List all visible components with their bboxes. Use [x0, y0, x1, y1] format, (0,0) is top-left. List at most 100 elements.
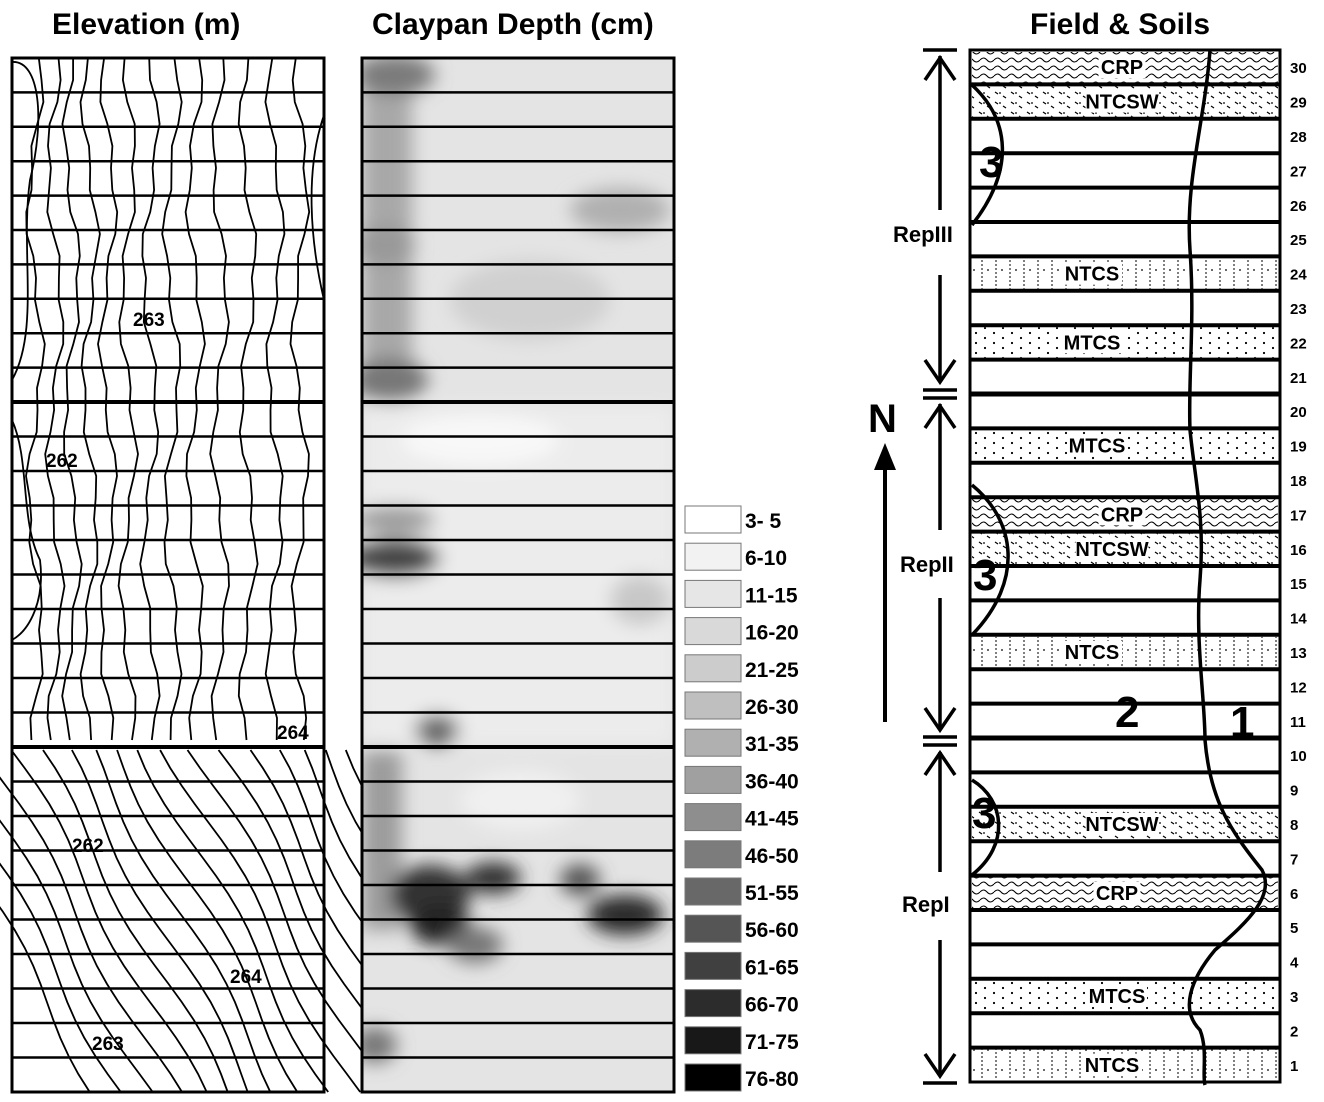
elevation-contour-line — [71, 749, 249, 1093]
treatment-pattern — [972, 258, 1278, 289]
soil-unit-label: 3 — [979, 138, 1003, 187]
legend-swatch — [684, 840, 742, 869]
contour-label: 263 — [133, 310, 165, 331]
legend-label: 21-25 — [745, 659, 799, 682]
legend-label: 36-40 — [745, 770, 799, 793]
treatment-label-bg — [1062, 331, 1122, 354]
plot-number: 29 — [1290, 95, 1307, 112]
elevation-contour-line — [136, 749, 329, 1093]
elevation-contour-line — [161, 57, 183, 741]
legend-swatch — [684, 951, 742, 980]
claypan-map — [360, 56, 676, 1094]
rep-arrow-head — [923, 359, 957, 386]
treatment-label: CRP — [1096, 883, 1138, 905]
soil-boundary-line — [970, 83, 1005, 227]
treatment-label: MTCS — [1064, 332, 1121, 354]
plot-number: 21 — [1290, 370, 1307, 387]
plot-number: 12 — [1290, 679, 1307, 696]
field-soils-map: 3029282726252423222120191817161514131211… — [868, 48, 1307, 1086]
contour-label: 262 — [72, 836, 104, 857]
legend-label: 71-75 — [745, 1031, 799, 1054]
field-frame — [968, 48, 1282, 1084]
plot-number: 4 — [1290, 955, 1299, 972]
plot-number: 19 — [1290, 439, 1307, 456]
legend-swatch — [684, 579, 742, 608]
treatment-label-bg — [1087, 985, 1147, 1007]
north-arrow-head — [874, 443, 896, 470]
plot-number: 14 — [1290, 611, 1307, 628]
plot-number: 6 — [1290, 886, 1298, 903]
elevation-contour-line — [61, 57, 83, 741]
plot-number: 9 — [1290, 783, 1298, 800]
north-label: N — [868, 397, 897, 441]
legend-label: 41-45 — [745, 808, 799, 831]
elevation-contour-line — [10, 749, 208, 1093]
rep-arrow-head — [923, 707, 957, 734]
elevation-contour-line — [186, 749, 391, 1093]
treatment-label: CRP — [1101, 57, 1143, 79]
elevation-contour-line — [11, 61, 40, 381]
legend-label: 6-10 — [745, 547, 787, 570]
treatment-label-bg — [1062, 262, 1122, 285]
legend-swatch — [684, 654, 742, 683]
treatment-label: NTCS — [1085, 1055, 1139, 1077]
treatment-label: CRP — [1101, 504, 1143, 526]
plot-number: 16 — [1290, 542, 1307, 559]
soil-unit-label: 2 — [1115, 688, 1139, 737]
rep-label: RepI — [902, 892, 950, 917]
elevation-contour-line — [184, 57, 206, 741]
treatment-label: MTCS — [1069, 436, 1126, 458]
claypan-frame — [360, 56, 676, 1094]
plot-number: 8 — [1290, 817, 1298, 834]
legend-swatch — [684, 728, 742, 757]
treatment-labels: CRP NTCSW NTCS MTCS MTCS CRP NTCSW NTCS NTCSW CRP… — [1062, 56, 1159, 1077]
plot-number: 24 — [1290, 267, 1307, 284]
rep-arrow-head — [923, 54, 957, 81]
treatment-pattern — [972, 636, 1278, 668]
elevation-contour-line — [310, 114, 325, 301]
rep-arrow-head — [923, 1053, 957, 1080]
elevation-contour-line — [209, 57, 230, 741]
treatment-label-bg — [1085, 90, 1159, 113]
treatment-label-bg — [1098, 56, 1146, 79]
contour-label: 264 — [277, 723, 309, 744]
plot-number: 7 — [1290, 851, 1298, 868]
plot-number: 2 — [1290, 1023, 1298, 1040]
plot-number: 26 — [1290, 198, 1307, 215]
treatment-label: NTCS — [1065, 264, 1119, 286]
legend-label: 3- 5 — [745, 510, 782, 533]
plot-number: 25 — [1290, 232, 1307, 249]
claypan-legend: 3- 5 6-10 11-15 16-20 21-25 26-30 31-35 36-40 41… — [684, 505, 799, 1092]
legend-label: 66-70 — [745, 994, 799, 1017]
plot-number: 3 — [1290, 989, 1298, 1006]
legend-swatch — [684, 765, 742, 794]
treatment-label: MTCS — [1089, 986, 1146, 1008]
elevation-contour-line — [42, 749, 229, 1093]
plot-number: 13 — [1290, 645, 1307, 662]
rep-arrow-head — [923, 402, 957, 429]
treatment-label: NTCS — [1065, 642, 1119, 664]
contour-label: 262 — [46, 451, 78, 472]
legend-label: 26-30 — [745, 696, 799, 719]
plot-numbers: 3029282726252423222120191817161514131211… — [1290, 60, 1307, 1075]
soil-unit-labels: 3 3 3 2 1 — [972, 138, 1254, 838]
elevation-contour-line — [95, 749, 272, 1093]
contour-label: 264 — [230, 967, 262, 988]
soil-boundaries — [970, 49, 1268, 1086]
treatment-pattern — [972, 327, 1278, 358]
treatment-label: NTCSW — [1085, 814, 1158, 836]
plot-number: 18 — [1290, 473, 1307, 490]
elevation-frame — [10, 56, 326, 1094]
elevation-title: Elevation (m) — [52, 8, 241, 41]
rep-arrows — [923, 48, 957, 1085]
plot-number: 15 — [1290, 576, 1307, 593]
soil-boundary-line — [970, 483, 1010, 637]
contour-label: 263 — [92, 1034, 124, 1055]
legend-swatch — [684, 989, 742, 1018]
legend-label: 56-60 — [745, 919, 799, 942]
legend-label: 16-20 — [745, 622, 799, 645]
plot-number: 30 — [1290, 60, 1307, 77]
field-plot-grid — [970, 82, 1280, 1050]
elevation-contour-line — [0, 862, 122, 1093]
field-title: Field & Soils — [1030, 8, 1211, 41]
